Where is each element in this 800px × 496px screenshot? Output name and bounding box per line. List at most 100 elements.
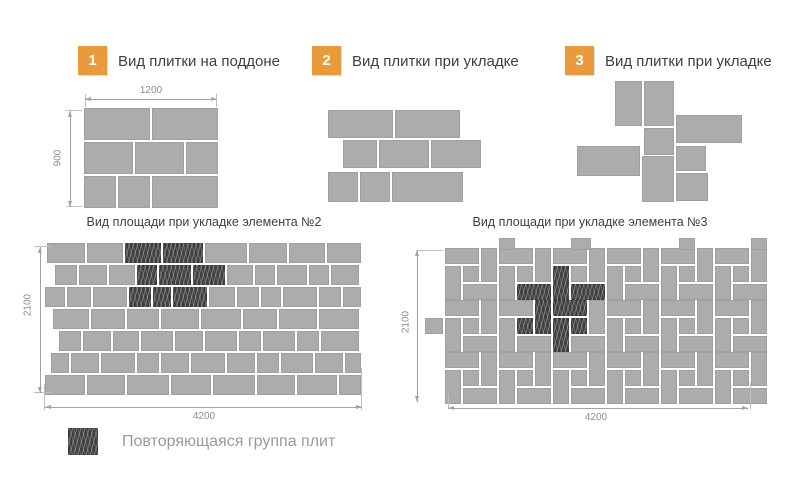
paving-tile xyxy=(751,300,767,334)
step-1-number: 1 xyxy=(88,52,97,69)
paving-tile xyxy=(257,353,279,373)
paving-tile xyxy=(201,309,241,329)
paving-tile xyxy=(733,370,749,386)
dimension-line-area2-width xyxy=(45,405,362,409)
paving-tile xyxy=(51,353,69,373)
paving-tile xyxy=(343,140,377,168)
arrow-left-icon xyxy=(448,406,454,410)
paving-tile xyxy=(499,248,533,264)
repeating-group-tile xyxy=(553,318,569,352)
paving-tile xyxy=(676,115,742,143)
arrow-left-icon xyxy=(85,97,91,101)
paving-tile xyxy=(59,331,81,351)
repeating-group-tile xyxy=(517,318,533,334)
dimension-line-pallet-width xyxy=(85,97,217,101)
paving-tile xyxy=(445,266,461,300)
repeating-group-tile xyxy=(137,265,157,285)
dimension-extension xyxy=(361,368,362,410)
area-3-title: Вид площади при укладке элемента №3 xyxy=(472,215,708,229)
paving-tile xyxy=(79,265,107,285)
area-3-diagram xyxy=(425,238,767,406)
paving-tile xyxy=(379,140,429,168)
paving-tile xyxy=(343,287,361,307)
repeating-group-tile xyxy=(125,243,161,263)
paving-tile xyxy=(607,300,641,316)
paving-tile xyxy=(676,146,706,171)
paving-tile xyxy=(517,388,551,404)
paving-tile xyxy=(257,375,295,395)
paving-tile xyxy=(463,318,479,334)
paving-tile xyxy=(679,266,695,282)
paving-tile xyxy=(83,331,111,351)
paving-tile xyxy=(679,318,695,334)
paving-tile xyxy=(577,146,640,176)
laying-pattern-3-diagram xyxy=(577,81,743,202)
paving-tile xyxy=(109,265,135,285)
repeating-group-swatch-icon xyxy=(68,428,98,455)
paving-tile xyxy=(395,110,460,138)
paving-tile xyxy=(283,287,317,307)
dimension-extension xyxy=(44,384,45,410)
paving-tile xyxy=(445,318,461,352)
paving-tile xyxy=(445,248,479,264)
repeating-group-tile xyxy=(173,287,207,307)
paving-tile xyxy=(553,248,587,264)
paving-tile xyxy=(733,318,749,334)
paving-tile xyxy=(205,331,237,351)
paving-tile xyxy=(661,300,695,316)
dimension-extension xyxy=(34,246,52,247)
paving-tile xyxy=(625,284,659,300)
paving-tile xyxy=(152,176,218,208)
paving-tile xyxy=(733,266,749,282)
paving-tile xyxy=(281,353,313,373)
arrow-left-icon xyxy=(45,405,51,409)
paving-tile xyxy=(261,287,281,307)
paving-tile xyxy=(751,238,767,250)
dimension-line-area3-height xyxy=(415,250,419,402)
paving-tile xyxy=(289,243,325,263)
paving-tile xyxy=(360,172,390,202)
dimension-line-area3-width xyxy=(448,406,748,410)
paving-tile xyxy=(445,300,479,316)
paving-tile xyxy=(67,287,91,307)
repeating-group-tile xyxy=(535,300,551,334)
paving-tile xyxy=(535,248,551,282)
dimension-extension xyxy=(34,392,52,393)
paving-tile xyxy=(499,370,515,404)
paving-tile xyxy=(499,318,515,352)
paving-tile xyxy=(53,309,89,329)
area-2-height-label: 2100 xyxy=(22,293,34,317)
paving-tile xyxy=(101,353,135,373)
paving-tile xyxy=(87,375,125,395)
paving-tile xyxy=(589,248,605,282)
paving-tile xyxy=(315,353,343,373)
repeating-group-tile xyxy=(159,265,191,285)
repeating-group-tile xyxy=(571,284,605,300)
pallet-width-label: 1200 xyxy=(139,85,163,96)
paving-tile xyxy=(345,353,361,373)
dimension-extension xyxy=(66,206,82,207)
paving-tile xyxy=(589,300,605,334)
step-1-badge: 1 xyxy=(78,46,107,75)
paving-tile xyxy=(84,142,133,174)
paving-tile xyxy=(499,352,533,368)
paving-tile xyxy=(625,388,659,404)
paving-tile xyxy=(297,331,319,351)
repeating-group-tile xyxy=(129,287,151,307)
dimension-line-pallet-height xyxy=(68,111,72,207)
paving-tile xyxy=(175,331,203,351)
paving-tile xyxy=(661,248,695,264)
paving-tile xyxy=(135,142,184,174)
paving-tile xyxy=(643,300,659,334)
paving-tile xyxy=(607,266,623,300)
paving-tile xyxy=(571,266,587,282)
paving-tile xyxy=(191,353,225,373)
paving-tile xyxy=(161,353,189,373)
paving-tile xyxy=(319,309,359,329)
paving-tile xyxy=(55,265,77,285)
paving-tile xyxy=(644,81,674,126)
paving-tile xyxy=(47,243,85,263)
paving-tile xyxy=(127,375,169,395)
paving-tile xyxy=(643,248,659,282)
paving-tile xyxy=(113,331,139,351)
